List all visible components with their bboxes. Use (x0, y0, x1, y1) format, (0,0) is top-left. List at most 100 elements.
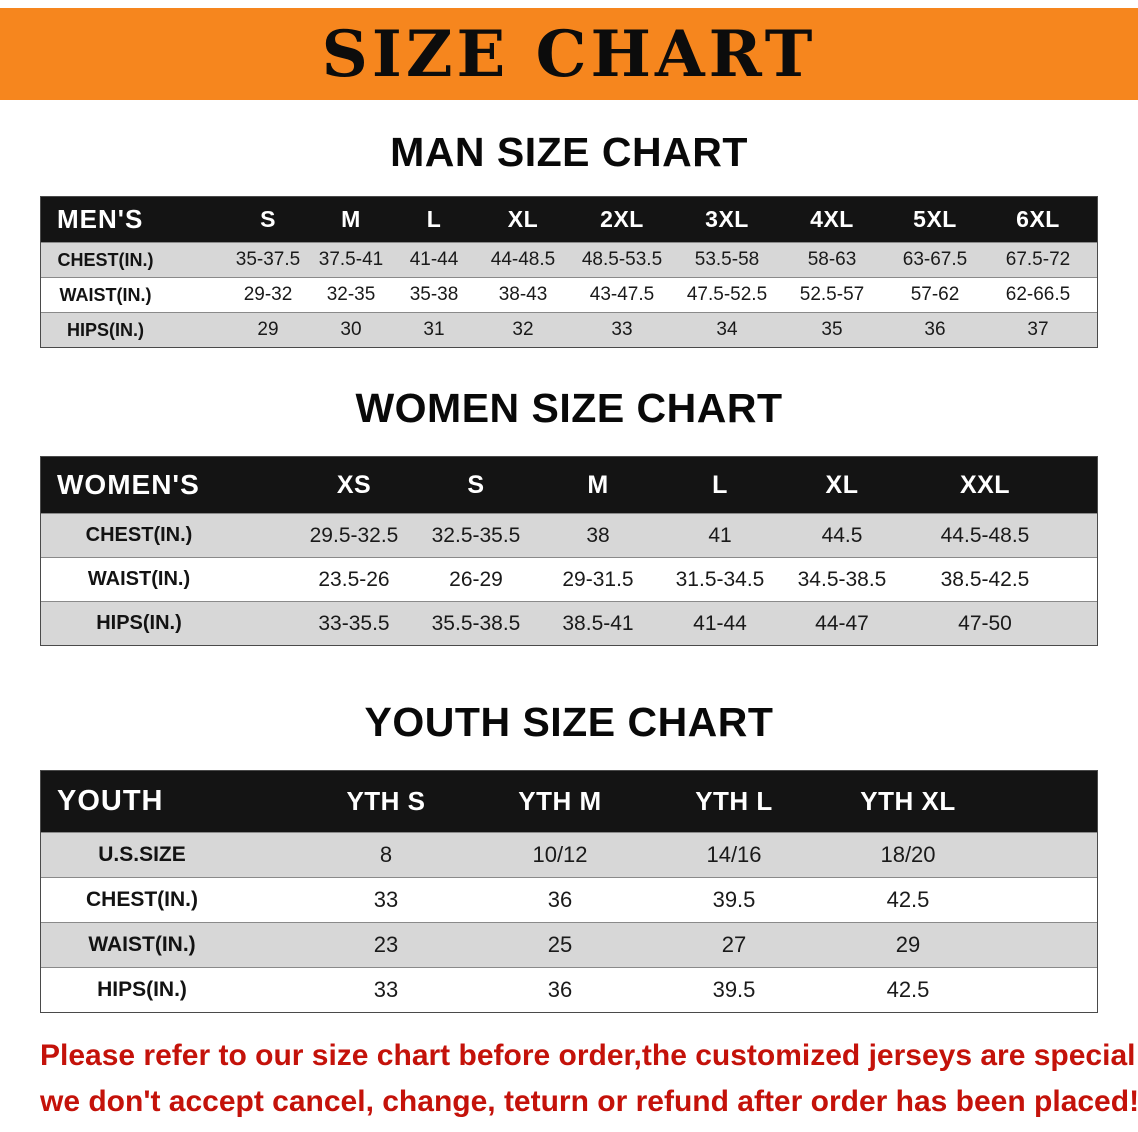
size-value-cell: 32-35 (326, 284, 376, 305)
size-value-cell: 34 (716, 319, 738, 340)
size-value-cell: 34.5-38.5 (797, 567, 887, 591)
size-column-header: YTH L (695, 786, 773, 816)
size-column-header: XS (336, 470, 372, 499)
size-value-cell: 58-63 (807, 249, 857, 270)
row-label: WAIST(IN.) (88, 933, 196, 956)
youth-table-row: HIPS(IN.) 33 36 39.5 42.5 (41, 967, 1097, 1012)
size-column-header: 2XL (600, 206, 644, 232)
size-value-cell: 30 (340, 319, 362, 340)
row-label: CHEST(IN.) (57, 249, 154, 270)
size-value-cell: 48.5-53.5 (581, 249, 663, 270)
size-value-cell: 29.5-32.5 (309, 523, 399, 547)
size-column-header: M (341, 206, 361, 232)
size-value-cell: 31.5-34.5 (675, 567, 765, 591)
size-column-header: S (260, 206, 276, 232)
size-value-cell: 29 (895, 932, 921, 957)
size-column-header: YTH M (518, 786, 602, 816)
size-value-cell: 23 (373, 932, 399, 957)
women-table-row: HIPS(IN.) 33-35.5 35.5-38.5 38.5-41 41-44 44-… (41, 601, 1097, 645)
men-size-section: MAN SIZE CHART MEN'S S M L XL 2XL 3XL 4XL 5XL 6XL… (0, 128, 1138, 348)
row-label: WAIST(IN.) (87, 568, 191, 590)
youth-table-header-row: YOUTH YTH S YTH M YTH L YTH XL (41, 771, 1097, 832)
size-value-cell: 42.5 (886, 977, 930, 1002)
size-value-cell: 36 (924, 319, 946, 340)
size-value-cell: 29-31.5 (562, 567, 634, 591)
size-value-cell: 31 (423, 319, 445, 340)
men-size-table: MEN'S S M L XL 2XL 3XL 4XL 5XL 6XL CHEST(IN.) 35-37… (40, 196, 1098, 348)
size-column-header: M (587, 470, 609, 499)
size-value-cell: 52.5-57 (799, 284, 865, 305)
women-table-row: CHEST(IN.) 29.5-32.5 32.5-35.5 38 41 44.5 44.5… (41, 513, 1097, 557)
size-value-cell: 42.5 (886, 887, 930, 912)
men-table-row: WAIST(IN.) 29-32 32-35 35-38 38-43 43-47.5 47.… (41, 277, 1097, 312)
size-value-cell: 27 (721, 932, 747, 957)
women-table-row: WAIST(IN.) 23.5-26 26-29 29-31.5 31.5-34.5 34… (41, 557, 1097, 601)
size-column-header: 4XL (810, 206, 854, 232)
row-label: HIPS(IN.) (97, 978, 187, 1001)
size-column-header: XXL (959, 470, 1011, 499)
men-table-row: CHEST(IN.) 35-37.5 37.5-41 41-44 44-48.5 48.5… (41, 242, 1097, 277)
disclaimer-line-2: we don't accept cancel, change, teturn o… (40, 1085, 1138, 1118)
title-banner: SIZE CHART (0, 8, 1138, 100)
size-value-cell: 29 (257, 319, 279, 340)
size-value-cell: 38 (586, 523, 610, 547)
size-column-header: 3XL (705, 206, 749, 232)
youth-table-row: CHEST(IN.) 33 36 39.5 42.5 (41, 877, 1097, 922)
size-value-cell: 25 (547, 932, 573, 957)
order-disclaimer: Please refer to our size chart before or… (40, 1033, 1138, 1125)
size-value-cell: 39.5 (712, 887, 756, 912)
row-label: U.S.SIZE (98, 843, 186, 866)
size-value-cell: 36 (547, 977, 573, 1002)
women-section-heading: WOMEN SIZE CHART (355, 385, 783, 431)
size-value-cell: 35.5-38.5 (431, 611, 521, 635)
men-table-corner-label: MEN'S (57, 204, 144, 234)
size-value-cell: 53.5-58 (694, 249, 760, 270)
men-section-heading: MAN SIZE CHART (390, 129, 748, 175)
size-value-cell: 41-44 (409, 249, 459, 270)
size-value-cell: 29-32 (243, 284, 293, 305)
size-column-header: YTH S (346, 786, 426, 816)
size-value-cell: 33 (611, 319, 633, 340)
row-label: CHEST(IN.) (85, 524, 193, 546)
size-value-cell: 37.5-41 (318, 249, 384, 270)
row-label: WAIST(IN.) (59, 284, 152, 305)
row-label: HIPS(IN.) (96, 612, 182, 634)
disclaimer-line-1: Please refer to our size chart before or… (40, 1039, 1138, 1072)
size-value-cell: 38.5-41 (562, 611, 634, 635)
size-value-cell: 57-62 (910, 284, 960, 305)
women-table-corner-label: WOMEN'S (57, 469, 200, 500)
youth-size-section: YOUTH SIZE CHART YOUTH YTH S YTH M YTH L YTH… (0, 698, 1138, 1013)
size-value-cell: 38-43 (498, 284, 548, 305)
size-value-cell: 8 (379, 842, 393, 867)
size-value-cell: 63-67.5 (902, 249, 968, 270)
youth-table-corner-label: YOUTH (57, 785, 164, 817)
size-value-cell: 35 (821, 319, 843, 340)
size-value-cell: 10/12 (532, 842, 588, 867)
size-value-cell: 41 (708, 523, 732, 547)
youth-table-row: WAIST(IN.) 23 25 27 29 (41, 922, 1097, 967)
men-table-header-row: MEN'S S M L XL 2XL 3XL 4XL 5XL 6XL (41, 197, 1097, 242)
men-table-row: HIPS(IN.) 29 30 31 32 33 34 35 36 37 (41, 312, 1097, 347)
size-column-header: L (712, 470, 728, 499)
size-value-cell: 39.5 (712, 977, 756, 1002)
size-column-header: YTH XL (860, 786, 956, 816)
size-value-cell: 32 (512, 319, 534, 340)
page-title: SIZE CHART (321, 16, 817, 92)
size-value-cell: 44-48.5 (490, 249, 556, 270)
size-column-header: XL (507, 206, 539, 232)
size-value-cell: 33-35.5 (318, 611, 390, 635)
women-size-section: WOMEN SIZE CHART WOMEN'S XS S M L XL XXL CHEST(… (0, 384, 1138, 646)
size-value-cell: 32.5-35.5 (431, 523, 521, 547)
size-value-cell: 26-29 (449, 567, 503, 591)
size-value-cell: 36 (547, 887, 573, 912)
women-table-header-row: WOMEN'S XS S M L XL XXL (41, 457, 1097, 513)
size-value-cell: 23.5-26 (318, 567, 390, 591)
size-value-cell: 47-50 (958, 611, 1012, 635)
size-value-cell: 41-44 (693, 611, 747, 635)
size-value-cell: 37 (1027, 319, 1049, 340)
women-size-table: WOMEN'S XS S M L XL XXL CHEST(IN.) 29.5-32.5 32.5… (40, 456, 1098, 646)
size-value-cell: 44-47 (815, 611, 869, 635)
size-column-header: 6XL (1016, 206, 1060, 232)
size-value-cell: 67.5-72 (1005, 249, 1071, 270)
